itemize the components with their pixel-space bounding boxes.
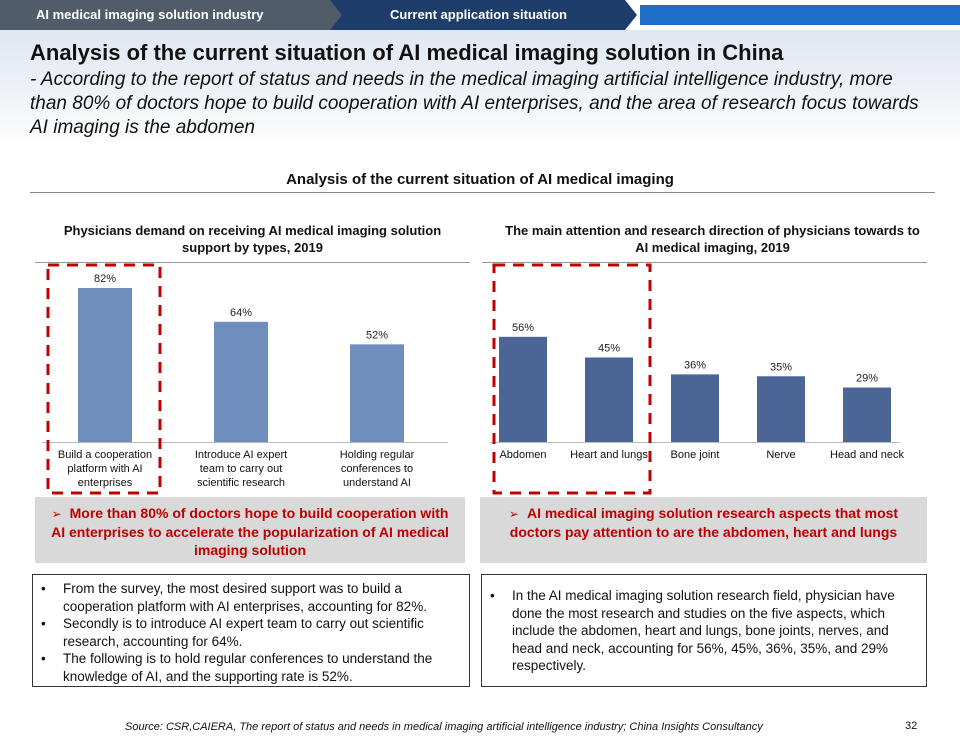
nav-tab-2-shape xyxy=(330,0,637,30)
chart-1-value-label-0: 56% xyxy=(512,322,534,334)
nav-bar-shapes xyxy=(0,0,960,30)
chart-1-value-label-3: 35% xyxy=(770,361,792,373)
note-item: • Secondly is to introduce AI expert team… xyxy=(41,616,424,649)
right-chart-rule xyxy=(482,262,927,263)
left-callout: ➢ More than 80% of doctors hope to build … xyxy=(35,497,465,563)
page-subtitle: - According to the report of status and … xyxy=(30,69,919,138)
header-band xyxy=(0,30,960,148)
chart-0-bar-0 xyxy=(78,288,132,442)
bullet-icon: • xyxy=(41,616,46,631)
chart-1-highlight-box xyxy=(492,263,652,495)
section-divider xyxy=(30,192,935,193)
chart-1-bar-0 xyxy=(499,336,547,442)
arrow-icon: ➢ xyxy=(51,507,62,521)
chart-0-category-label-2: Holding regular conferences to understan… xyxy=(339,449,415,489)
chart-1-bar-4 xyxy=(843,387,891,442)
chart-1-category-label-2: Bone joint xyxy=(670,449,720,461)
chart-1-category-label-0: Abdomen xyxy=(499,449,547,461)
right-notes-box: • In the AI medical imaging solution rese… xyxy=(481,574,927,687)
chart-0-category-label-1: Introduce AI expert team to carry out sc… xyxy=(194,449,288,489)
bullet-icon: • xyxy=(490,588,495,603)
chart-0-value-label-0: 82% xyxy=(94,273,116,285)
arrow-icon: ➢ xyxy=(508,507,519,521)
page-number: 32 xyxy=(905,720,918,732)
note-item: • In the AI medical imaging solution rese… xyxy=(490,588,895,673)
chart-0-bar-2 xyxy=(350,344,404,442)
chart-1-category-label-1: Heart and lungs xyxy=(570,449,648,461)
section-title: Analysis of the current situation of AI … xyxy=(286,171,674,188)
chart-0-value-label-1: 64% xyxy=(230,307,252,319)
chart-0-value-label-2: 52% xyxy=(366,329,388,341)
page-title: Analysis of the current situation of AI … xyxy=(30,40,784,65)
chart-1-category-label-4: Head and neck xyxy=(830,449,904,461)
bullet-icon: • xyxy=(41,651,46,666)
note-item: • From the survey, the most desired suppo… xyxy=(41,581,427,614)
left-chart-title: Physicians demand on receiving AI medica… xyxy=(63,223,442,255)
chart-1-value-label-2: 36% xyxy=(684,359,706,371)
nav-tab-industry[interactable]: AI medical imaging solution industry xyxy=(36,7,264,22)
bullet-icon: • xyxy=(41,581,46,596)
left-notes-box: • From the survey, the most desired suppo… xyxy=(32,574,470,687)
chart-1-bar-3 xyxy=(757,376,805,442)
right-callout-text: AI medical imaging solution research asp… xyxy=(509,505,899,540)
chart-1-bar-1 xyxy=(585,357,633,442)
note-item: • The following is to hold regular confer… xyxy=(41,651,433,684)
right-chart-title: The main attention and research directio… xyxy=(505,223,920,255)
chart-1-category-label-3: Nerve xyxy=(766,449,796,461)
chart-1-value-label-4: 29% xyxy=(856,373,878,385)
source-note: Source: CSR,CAIERA, The report of status… xyxy=(125,721,763,733)
left-chart-rule xyxy=(35,262,470,263)
chart-0-category-label-0: Build a cooperation platform with AI ent… xyxy=(57,449,153,489)
chart-1-value-label-1: 45% xyxy=(598,342,620,354)
top-nav-bar: AI medical imaging solution industry Cur… xyxy=(0,0,960,30)
chart-1-bar-2 xyxy=(671,374,719,442)
chart-0-bar-1 xyxy=(214,321,268,442)
right-callout: ➢ AI medical imaging solution research as… xyxy=(480,497,927,563)
nav-tab-application[interactable]: Current application situation xyxy=(390,7,567,22)
nav-tab-1-shape xyxy=(0,0,346,30)
left-callout-text: More than 80% of doctors hope to build c… xyxy=(51,505,449,558)
